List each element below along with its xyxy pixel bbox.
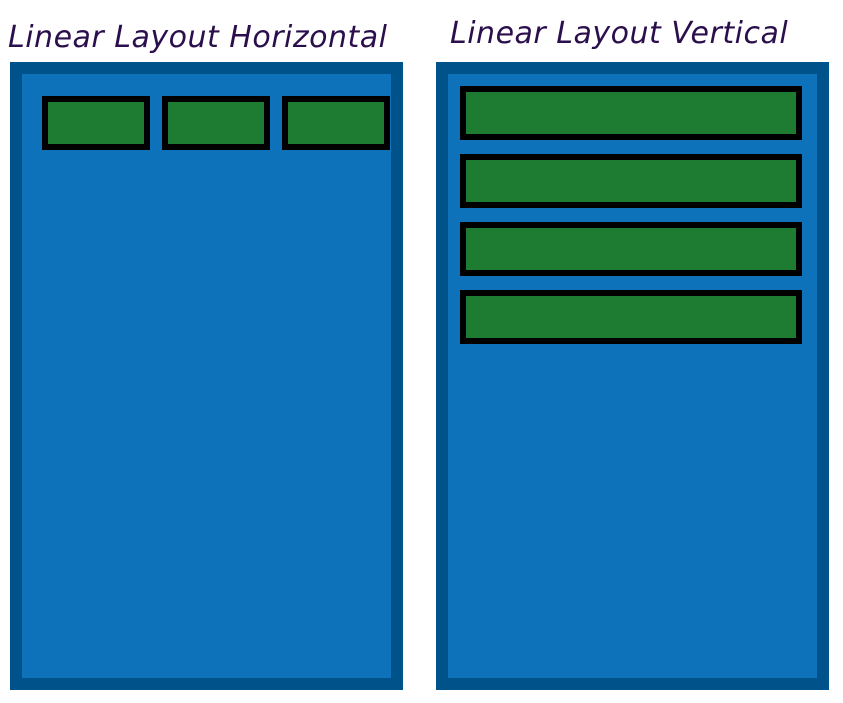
vertical-layout-device	[436, 62, 829, 690]
horizontal-child-box-1	[42, 96, 150, 150]
horizontal-child-row	[42, 96, 390, 150]
vertical-layout-title: Linear Layout Vertical	[450, 16, 789, 51]
horizontal-layout-device	[10, 62, 403, 690]
vertical-child-box-3	[460, 222, 802, 276]
vertical-child-box-4	[460, 290, 802, 344]
vertical-child-box-2	[460, 154, 802, 208]
horizontal-child-box-2	[162, 96, 270, 150]
vertical-child-column	[460, 86, 802, 344]
vertical-child-box-1	[460, 86, 802, 140]
horizontal-child-box-3	[282, 96, 390, 150]
horizontal-layout-title: Linear Layout Horizontal	[8, 20, 388, 55]
